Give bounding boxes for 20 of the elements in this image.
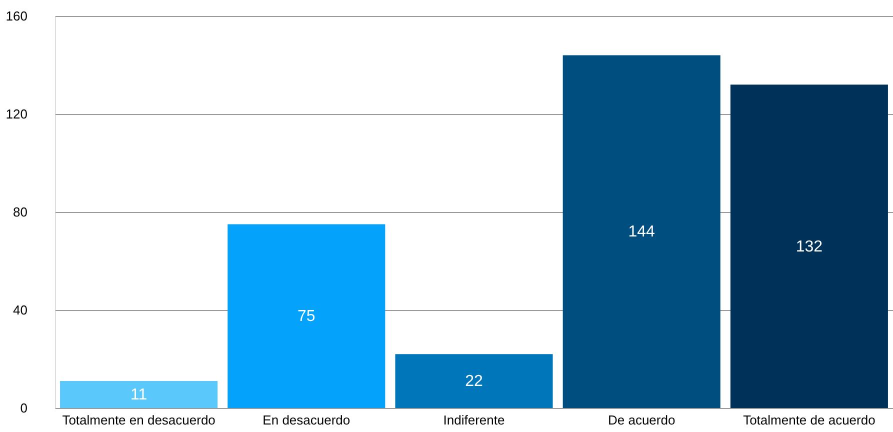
data-label: 11 bbox=[130, 386, 148, 404]
y-tick-label: 120 bbox=[6, 106, 28, 122]
bar bbox=[562, 55, 720, 408]
bar bbox=[60, 381, 218, 408]
x-tick-label: De acuerdo bbox=[608, 412, 676, 428]
bar bbox=[730, 84, 888, 408]
data-label: 144 bbox=[628, 224, 656, 241]
data-label: 22 bbox=[465, 373, 483, 390]
y-tick-label: 160 bbox=[6, 8, 28, 24]
y-tick-label: 80 bbox=[13, 204, 28, 220]
y-tick-label: 0 bbox=[20, 400, 28, 416]
x-tick-label: En desacuerdo bbox=[262, 412, 350, 428]
x-tick-label: Totalmente de acuerdo bbox=[743, 412, 876, 428]
bar bbox=[228, 224, 386, 408]
x-tick-label: Indiferente bbox=[443, 412, 505, 428]
bar bbox=[395, 354, 553, 408]
data-label: 75 bbox=[298, 308, 316, 326]
x-tick-label: Totalmente en desacuerdo bbox=[62, 412, 216, 428]
y-tick-label: 40 bbox=[13, 302, 28, 318]
data-label: 132 bbox=[796, 238, 823, 256]
